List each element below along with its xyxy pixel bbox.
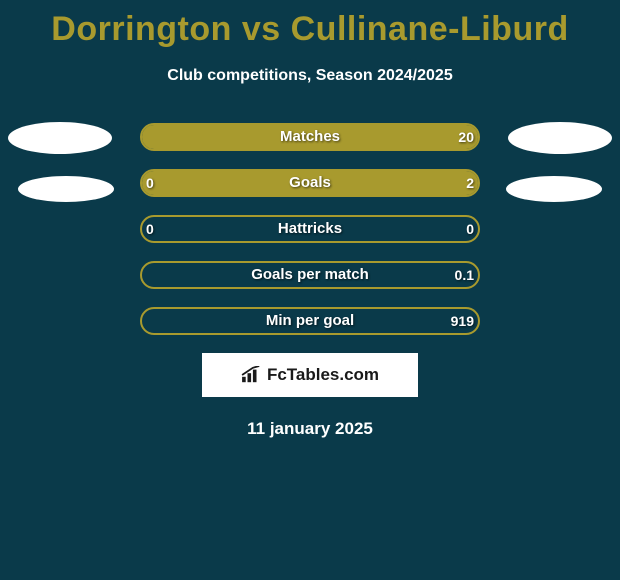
metric-rows: Matches20Goals02Hattricks00Goals per mat… — [0, 123, 620, 335]
source-logo: FcTables.com — [202, 353, 418, 397]
value-left: 0 — [146, 215, 154, 243]
value-right: 2 — [466, 169, 474, 197]
metric-label: Goals per match — [140, 261, 480, 289]
date-label: 11 january 2025 — [0, 419, 620, 439]
metric-label: Min per goal — [140, 307, 480, 335]
metric-row: Goals per match0.1 — [0, 261, 620, 289]
metric-label: Hattricks — [140, 215, 480, 243]
value-right: 919 — [451, 307, 474, 335]
value-right: 0 — [466, 215, 474, 243]
value-left: 0 — [146, 169, 154, 197]
metric-row: Hattricks0 0 — [0, 215, 620, 243]
logo-text: FcTables.com — [267, 365, 379, 385]
metric-row: Goals0 2 — [0, 169, 620, 197]
bar-chart-icon — [241, 366, 263, 384]
metric-row: Min per goal919 — [0, 307, 620, 335]
metric-label: Matches — [140, 123, 480, 151]
value-right: 20 — [458, 123, 474, 151]
value-right: 0.1 — [455, 261, 474, 289]
metric-row: Matches20 — [0, 123, 620, 151]
subtitle: Club competitions, Season 2024/2025 — [0, 67, 620, 85]
page-title: Dorrington vs Cullinane-Liburd — [0, 0, 620, 49]
comparison-card: Dorrington vs Cullinane-Liburd Club comp… — [0, 0, 620, 439]
metric-label: Goals — [140, 169, 480, 197]
